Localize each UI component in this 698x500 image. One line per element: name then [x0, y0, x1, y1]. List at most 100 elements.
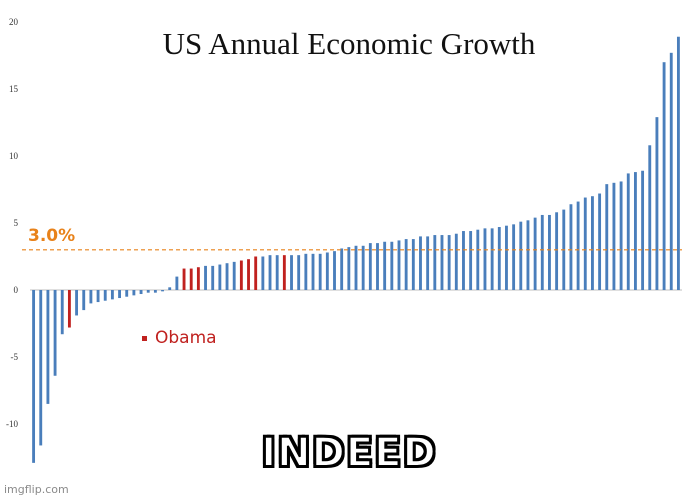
- bar: [361, 245, 365, 290]
- bar: [311, 253, 315, 290]
- bar: [533, 217, 537, 290]
- chart-title: US Annual Economic Growth: [162, 26, 536, 61]
- bar-obama: [247, 259, 250, 290]
- bar: [139, 290, 143, 295]
- bar: [125, 290, 129, 297]
- bar: [540, 214, 544, 290]
- bar: [469, 231, 473, 290]
- bar: [483, 228, 487, 290]
- bar-obama: [196, 267, 200, 290]
- bar: [505, 225, 508, 290]
- bar: [161, 290, 164, 292]
- bar: [39, 290, 43, 446]
- y-tick-label: 15: [9, 84, 19, 94]
- bar: [619, 181, 623, 290]
- bar: [118, 290, 121, 299]
- y-tick-label: -10: [6, 419, 18, 429]
- bar: [669, 52, 673, 290]
- bar: [548, 214, 551, 290]
- bar: [325, 252, 329, 290]
- bar: [591, 196, 594, 290]
- bar: [626, 173, 630, 290]
- bar: [211, 265, 215, 290]
- bar-obama: [282, 255, 286, 290]
- bar: [390, 241, 394, 290]
- y-tick-label: -5: [11, 352, 19, 362]
- bar: [275, 255, 279, 290]
- bar: [462, 231, 465, 290]
- bar: [146, 290, 150, 293]
- bar: [168, 287, 172, 290]
- bar: [354, 245, 358, 290]
- y-tick-label: 10: [9, 151, 19, 161]
- bar: [633, 172, 637, 290]
- bar: [648, 145, 652, 290]
- bar: [368, 243, 372, 290]
- bar: [576, 201, 580, 290]
- bar: [490, 228, 494, 290]
- bar: [404, 239, 408, 290]
- bar: [318, 253, 322, 290]
- bar: [82, 290, 86, 311]
- bar: [132, 290, 136, 296]
- bar: [153, 290, 157, 293]
- bar-obama: [189, 268, 193, 290]
- bar: [53, 290, 57, 376]
- bar: [268, 255, 272, 290]
- bar: [290, 255, 293, 290]
- bar: [347, 247, 351, 290]
- bar: [526, 220, 530, 290]
- bar: [175, 276, 179, 290]
- bar: [225, 263, 229, 290]
- bar: [411, 239, 415, 290]
- bar: [519, 221, 523, 290]
- bar: [383, 241, 387, 290]
- legend: Obama: [142, 328, 217, 348]
- bar: [433, 235, 437, 290]
- bar: [96, 290, 100, 303]
- bar: [655, 117, 659, 290]
- bar: [598, 193, 602, 290]
- bar: [440, 235, 444, 290]
- y-tick-label: 20: [9, 17, 19, 27]
- bar: [304, 253, 308, 290]
- bar: [583, 197, 587, 290]
- bar: [75, 290, 79, 316]
- bar: [89, 290, 93, 304]
- bar: [110, 290, 114, 300]
- bar: [641, 170, 645, 290]
- bar: [297, 255, 301, 290]
- bar: [32, 290, 36, 463]
- watermark: imgflip.com: [4, 483, 69, 496]
- bar: [512, 224, 516, 290]
- bar: [569, 204, 573, 290]
- bar: [454, 233, 458, 290]
- bar: [497, 227, 501, 290]
- legend-swatch: [142, 335, 147, 341]
- bar: [676, 36, 680, 290]
- bar: [447, 235, 451, 290]
- bar: [555, 212, 559, 290]
- bar: [397, 240, 401, 290]
- bar: [232, 261, 236, 290]
- bar-obama: [67, 290, 71, 328]
- bar: [426, 236, 430, 290]
- bar: [218, 264, 222, 290]
- bar: [204, 265, 207, 290]
- legend-label: Obama: [155, 328, 217, 348]
- bar: [419, 236, 422, 290]
- bar: [261, 256, 265, 290]
- bar-obama: [239, 260, 243, 290]
- bar: [333, 251, 336, 290]
- bar: [605, 184, 609, 290]
- y-tick-label: 5: [14, 218, 19, 228]
- bar: [340, 248, 344, 290]
- bar: [376, 243, 379, 290]
- bar: [612, 182, 616, 290]
- bar: [476, 229, 480, 290]
- reference-line-label: 3.0%: [28, 226, 76, 246]
- bar-obama: [182, 268, 186, 290]
- bar: [46, 290, 50, 404]
- meme-caption: INDEED: [260, 429, 437, 477]
